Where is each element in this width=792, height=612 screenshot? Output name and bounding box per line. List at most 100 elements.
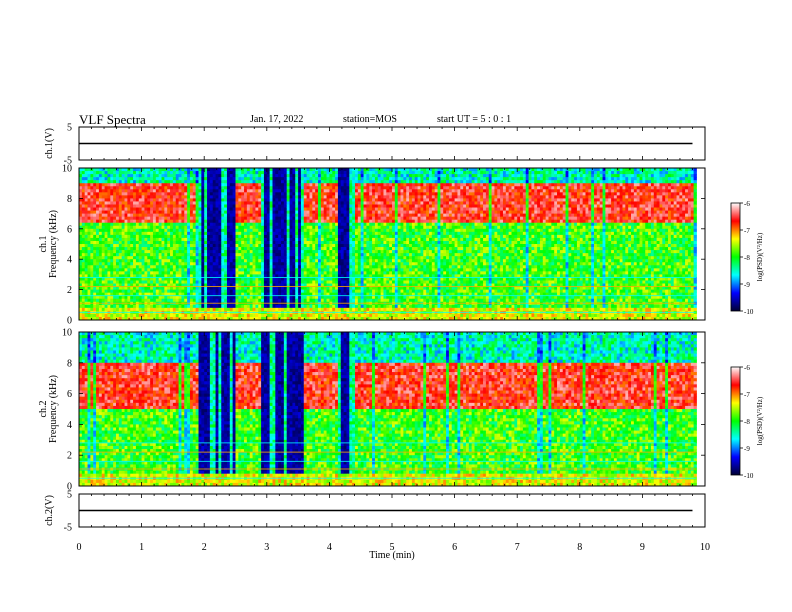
spectrogram-cell [292, 232, 295, 235]
spectrogram-cell [321, 168, 324, 171]
spectrogram-cell [107, 171, 110, 174]
spectrogram-cell [278, 256, 281, 259]
spectrogram-cell [210, 241, 213, 244]
spectrogram-cell [264, 253, 267, 256]
spectrogram-cell [321, 253, 324, 256]
spectrogram-cell [167, 314, 170, 317]
spectrogram-cell [332, 229, 335, 232]
spectrogram-cell [361, 241, 364, 244]
spectrogram-cell [216, 308, 219, 311]
spectrogram-cell [156, 241, 159, 244]
spectrogram-cell [281, 204, 284, 207]
spectrogram-cell [255, 198, 258, 201]
spectrogram-cell [221, 241, 224, 244]
spectrogram-cell [221, 299, 224, 302]
spectrogram-cell [93, 262, 96, 265]
spectrogram-cell [93, 232, 96, 235]
spectrogram-cell [164, 271, 167, 274]
spectrogram-cell [346, 186, 349, 189]
spectrogram-cell [324, 192, 327, 195]
spectrogram-cell [85, 208, 88, 211]
spectrogram-cell [181, 314, 184, 317]
spectrogram-cell [352, 180, 355, 183]
spectrogram-cell [267, 244, 270, 247]
spectrogram-cell [173, 189, 176, 192]
spectrogram-cell [321, 296, 324, 299]
spectrogram-cell [187, 174, 190, 177]
spectrogram-cell [218, 299, 221, 302]
spectrogram-cell [102, 171, 105, 174]
spectrogram-cell [85, 186, 88, 189]
spectrogram-cell [301, 211, 304, 214]
spectrogram-cell [162, 290, 165, 293]
spectrogram-cell [130, 174, 133, 177]
spectrogram-cell [349, 299, 352, 302]
spectrogram-cell [295, 238, 298, 241]
spectrogram-cell [253, 305, 256, 308]
spectrogram-cell [142, 280, 145, 283]
spectrogram-cell [199, 229, 202, 232]
spectrogram-cell [338, 238, 341, 241]
spectrogram-cell [125, 189, 128, 192]
spectrogram-cell [361, 232, 364, 235]
spectrogram-cell [142, 296, 145, 299]
spectrogram-cell [122, 308, 125, 311]
spectrogram-cell [241, 229, 244, 232]
spectrogram-cell [187, 244, 190, 247]
spectrogram-cell [247, 256, 250, 259]
spectrogram-cell [88, 250, 91, 253]
spectrogram-cell [136, 186, 139, 189]
spectrogram-cell [247, 186, 250, 189]
spectrogram-cell [133, 287, 136, 290]
spectrogram-cell [295, 174, 298, 177]
spectrogram-cell [204, 247, 207, 250]
spectrogram-cell [341, 290, 344, 293]
spectrogram-cell [346, 220, 349, 223]
spectrogram-cell [181, 280, 184, 283]
spectrogram-cell [230, 177, 233, 180]
spectrogram-cell [318, 287, 321, 290]
spectrogram-cell [233, 271, 236, 274]
spectrogram-cell [361, 183, 364, 186]
spectrogram-cell [247, 250, 250, 253]
spectrogram-cell [159, 250, 162, 253]
spectrogram-cell [207, 238, 210, 241]
spectrogram-cell [338, 235, 341, 238]
spectrogram-cell [116, 223, 119, 226]
spectrogram-cell [99, 238, 102, 241]
spectrogram-cell [298, 250, 301, 253]
spectrogram-cell [301, 305, 304, 308]
spectrogram-cell [304, 296, 307, 299]
spectrogram-cell [213, 174, 216, 177]
spectrogram-cell [156, 168, 159, 171]
spectrogram-cell [233, 280, 236, 283]
spectrogram-cell [341, 189, 344, 192]
spectrogram-cell [358, 214, 361, 217]
spectrogram-cell [287, 189, 290, 192]
spectrogram-cell [335, 177, 338, 180]
spectrogram-cell [349, 177, 352, 180]
spectrogram-cell [298, 204, 301, 207]
spectrogram-cell [119, 271, 122, 274]
spectrogram-cell [167, 262, 170, 265]
spectrogram-cell [99, 247, 102, 250]
spectrogram-cell [346, 183, 349, 186]
spectrogram-cell [190, 256, 193, 259]
spectrogram-cell [253, 220, 256, 223]
spectrogram-cell [253, 180, 256, 183]
spectrogram-cell [284, 290, 287, 293]
spectrogram-cell [275, 280, 278, 283]
spectrogram-cell [199, 223, 202, 226]
spectrogram-cell [150, 259, 153, 262]
spectrogram-cell [298, 268, 301, 271]
spectrogram-cell [90, 299, 93, 302]
spectrogram-cell [253, 226, 256, 229]
spectrogram-cell [227, 201, 230, 204]
spectrogram-cell [244, 290, 247, 293]
spectrogram-cell [116, 183, 119, 186]
spectrogram-cell [204, 241, 207, 244]
spectrogram-cell [227, 229, 230, 232]
spectrogram-cell [127, 177, 130, 180]
spectrogram-cell [238, 287, 241, 290]
spectrogram-cell [292, 287, 295, 290]
